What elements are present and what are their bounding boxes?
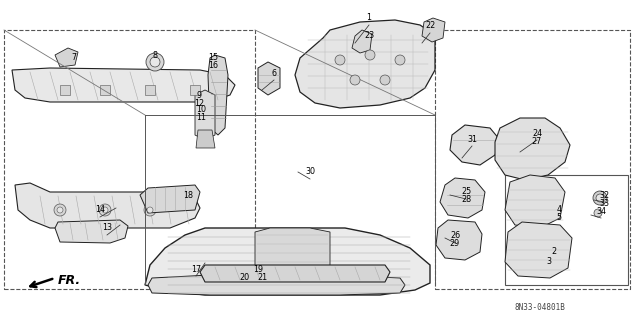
Text: 17: 17: [191, 264, 201, 273]
Text: 22: 22: [425, 21, 435, 31]
Bar: [435, 30, 630, 289]
Text: 9: 9: [196, 92, 202, 100]
Text: 20: 20: [239, 273, 249, 283]
Text: 32: 32: [599, 190, 609, 199]
Polygon shape: [12, 68, 235, 102]
Circle shape: [146, 53, 164, 71]
Text: 30: 30: [305, 167, 315, 176]
Polygon shape: [295, 20, 435, 108]
Circle shape: [57, 207, 63, 213]
Polygon shape: [196, 130, 215, 148]
Polygon shape: [258, 62, 280, 95]
Circle shape: [593, 191, 607, 205]
Text: 29: 29: [450, 240, 460, 249]
Circle shape: [102, 207, 108, 213]
Text: 3: 3: [547, 256, 552, 265]
Text: 1: 1: [367, 13, 371, 23]
Polygon shape: [140, 185, 200, 213]
Circle shape: [150, 57, 160, 67]
Text: 2: 2: [552, 248, 557, 256]
Polygon shape: [15, 183, 200, 228]
Text: 14: 14: [95, 205, 105, 214]
Polygon shape: [440, 178, 485, 218]
Polygon shape: [148, 275, 405, 295]
Text: 26: 26: [450, 232, 460, 241]
Text: 13: 13: [102, 224, 112, 233]
Text: 4: 4: [557, 204, 561, 213]
Polygon shape: [495, 118, 570, 180]
Bar: [4, 30, 255, 289]
Bar: [60, 85, 70, 95]
Text: 18: 18: [183, 191, 193, 201]
Polygon shape: [195, 90, 215, 140]
Text: 34: 34: [596, 206, 606, 216]
Polygon shape: [436, 220, 482, 260]
Text: 10: 10: [196, 106, 206, 115]
Text: 16: 16: [208, 62, 218, 70]
Text: 12: 12: [194, 99, 204, 108]
Text: 5: 5: [556, 212, 561, 221]
Polygon shape: [505, 175, 565, 228]
Polygon shape: [450, 125, 500, 165]
Polygon shape: [422, 18, 445, 42]
Text: 28: 28: [461, 196, 471, 204]
Text: 19: 19: [253, 265, 263, 275]
Text: 24: 24: [532, 129, 542, 137]
Circle shape: [596, 194, 604, 202]
Bar: [145, 85, 155, 95]
Circle shape: [380, 75, 390, 85]
Polygon shape: [55, 220, 128, 243]
Polygon shape: [145, 228, 430, 295]
Polygon shape: [208, 55, 228, 135]
Circle shape: [365, 50, 375, 60]
Text: 33: 33: [599, 198, 609, 207]
Circle shape: [147, 207, 153, 213]
Circle shape: [144, 204, 156, 216]
Polygon shape: [255, 228, 330, 275]
Text: 7: 7: [72, 53, 77, 62]
Circle shape: [335, 55, 345, 65]
Bar: [100, 85, 110, 95]
Text: 23: 23: [364, 32, 374, 41]
Polygon shape: [505, 222, 572, 278]
Text: 6: 6: [271, 69, 276, 78]
Circle shape: [395, 55, 405, 65]
Polygon shape: [55, 48, 78, 67]
Text: 11: 11: [196, 113, 206, 122]
Text: 27: 27: [532, 137, 542, 145]
Polygon shape: [200, 265, 390, 282]
Bar: [190, 85, 200, 95]
Text: 15: 15: [208, 54, 218, 63]
Circle shape: [54, 204, 66, 216]
Text: 21: 21: [257, 273, 267, 283]
Text: 8: 8: [152, 50, 157, 60]
Circle shape: [99, 204, 111, 216]
Text: 25: 25: [461, 188, 471, 197]
Text: 31: 31: [467, 135, 477, 144]
Circle shape: [594, 209, 602, 217]
Polygon shape: [352, 30, 372, 53]
Text: 8N33-04801B: 8N33-04801B: [515, 303, 565, 313]
Bar: [505, 175, 628, 285]
Circle shape: [350, 75, 360, 85]
Text: FR.: FR.: [58, 273, 81, 286]
